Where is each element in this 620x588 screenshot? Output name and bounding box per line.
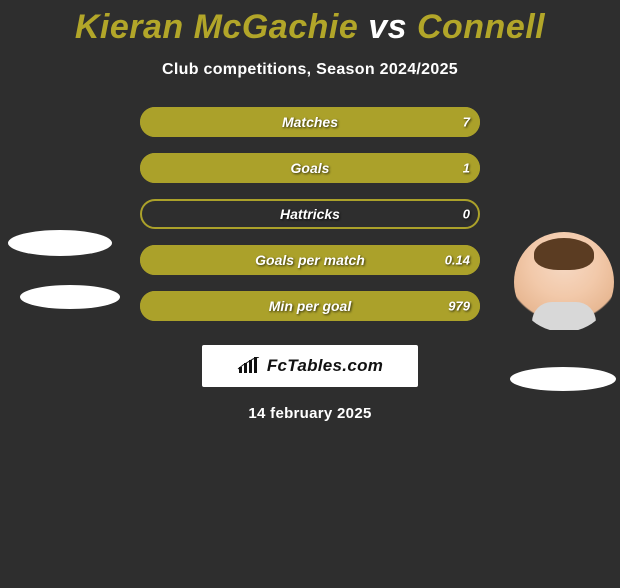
fctables-logo[interactable]: FcTables.com [202, 345, 418, 387]
stat-label: Matches [282, 114, 338, 130]
content-area: Matches 7 Goals 1 Hattricks 0 Goals per … [0, 107, 620, 422]
stat-label: Min per goal [269, 298, 351, 314]
stat-row-goals: Goals 1 [140, 153, 480, 183]
comparison-title: Kieran McGachie vs Connell [0, 8, 620, 47]
logo-text: FcTables.com [267, 356, 383, 376]
subtitle: Club competitions, Season 2024/2025 [0, 61, 620, 79]
stat-label: Goals [291, 160, 330, 176]
stat-value-right: 7 [463, 115, 470, 130]
bar-chart-icon [237, 357, 261, 375]
player1-name: Kieran McGachie [75, 8, 358, 46]
stat-label: Hattricks [280, 206, 340, 222]
stat-row-matches: Matches 7 [140, 107, 480, 137]
stat-row-min-per-goal: Min per goal 979 [140, 291, 480, 321]
player2-name: Connell [417, 8, 545, 46]
vs-label: vs [368, 8, 407, 46]
placeholder-oval-left-1 [8, 230, 112, 256]
date-label: 14 february 2025 [0, 405, 620, 422]
player2-avatar [514, 232, 614, 332]
stat-row-goals-per-match: Goals per match 0.14 [140, 245, 480, 275]
stat-row-hattricks: Hattricks 0 [140, 199, 480, 229]
placeholder-oval-right-1 [510, 367, 616, 391]
stat-label: Goals per match [255, 252, 365, 268]
stats-bars: Matches 7 Goals 1 Hattricks 0 Goals per … [140, 107, 480, 321]
placeholder-oval-left-2 [20, 285, 120, 309]
stat-value-right: 1 [463, 161, 470, 176]
stat-value-right: 0.14 [445, 253, 470, 268]
stat-value-right: 979 [448, 299, 470, 314]
stat-value-right: 0 [463, 207, 470, 222]
